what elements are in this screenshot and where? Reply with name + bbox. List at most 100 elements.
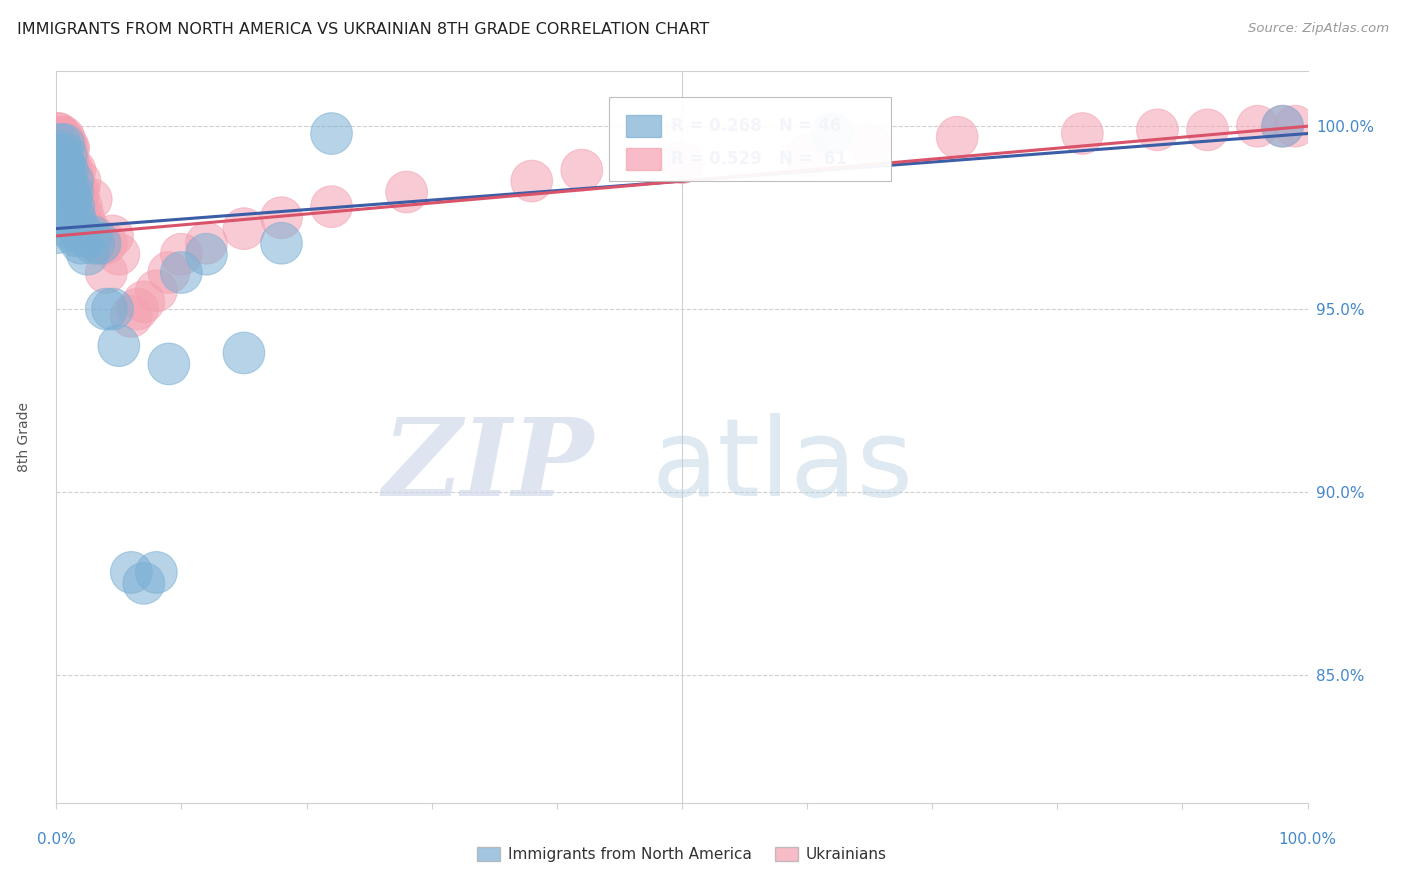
Point xyxy=(233,346,256,360)
Point xyxy=(1246,119,1268,133)
Y-axis label: 8th Grade: 8th Grade xyxy=(17,402,31,472)
FancyBboxPatch shape xyxy=(609,97,891,181)
Point xyxy=(83,236,105,251)
Point xyxy=(67,185,90,199)
Point xyxy=(89,236,111,251)
Point xyxy=(520,174,543,188)
Point xyxy=(145,566,167,580)
Point xyxy=(53,148,76,162)
Point xyxy=(59,163,82,178)
Point xyxy=(62,200,84,214)
Point xyxy=(270,236,292,251)
Point xyxy=(65,228,87,243)
Point xyxy=(101,228,124,243)
Text: Source: ZipAtlas.com: Source: ZipAtlas.com xyxy=(1249,22,1389,36)
Point xyxy=(73,211,96,225)
Point xyxy=(108,339,131,353)
Point xyxy=(58,141,80,155)
Point xyxy=(62,163,84,178)
Point xyxy=(49,130,72,145)
Point xyxy=(270,211,292,225)
Point xyxy=(60,174,83,188)
Point xyxy=(55,141,77,155)
Point xyxy=(52,137,75,152)
Point xyxy=(66,200,89,214)
Point xyxy=(52,141,75,155)
Point xyxy=(63,211,86,225)
Point xyxy=(132,294,155,309)
Point xyxy=(108,247,131,261)
Text: ZIP: ZIP xyxy=(382,413,595,519)
Point xyxy=(53,193,76,207)
Point xyxy=(48,155,70,169)
Point xyxy=(58,185,80,199)
Point xyxy=(69,174,91,188)
Point xyxy=(101,301,124,317)
Point xyxy=(46,228,69,243)
Point xyxy=(796,148,818,162)
Point xyxy=(321,127,343,141)
Point xyxy=(59,211,82,225)
Point xyxy=(73,228,96,243)
Point xyxy=(51,141,73,155)
Point xyxy=(96,301,118,317)
Point xyxy=(170,265,193,279)
Point xyxy=(96,265,118,279)
Legend: Immigrants from North America, Ukrainians: Immigrants from North America, Ukrainian… xyxy=(471,841,893,868)
Point xyxy=(46,127,69,141)
Point xyxy=(120,310,142,324)
Point xyxy=(321,200,343,214)
Point xyxy=(59,221,82,235)
Point xyxy=(49,141,72,155)
Point xyxy=(83,228,105,243)
Point xyxy=(55,155,77,169)
Point xyxy=(395,185,418,199)
Point xyxy=(53,163,76,178)
Point xyxy=(89,236,111,251)
Point xyxy=(195,236,218,251)
Point xyxy=(49,148,72,162)
Point xyxy=(52,130,75,145)
Point xyxy=(51,134,73,148)
Point xyxy=(58,155,80,169)
Point xyxy=(120,566,142,580)
Point xyxy=(127,301,149,317)
Point xyxy=(62,185,84,199)
Point xyxy=(132,576,155,591)
Text: R = 0.268   N = 46: R = 0.268 N = 46 xyxy=(671,117,841,136)
Point xyxy=(1146,123,1168,137)
Text: 100.0%: 100.0% xyxy=(1278,832,1337,847)
Point xyxy=(51,163,73,178)
Point xyxy=(56,211,79,225)
Point xyxy=(195,247,218,261)
Point xyxy=(233,221,256,235)
Point xyxy=(53,134,76,148)
Point xyxy=(62,174,84,188)
Point xyxy=(70,200,93,214)
Point xyxy=(1271,119,1294,133)
Point xyxy=(56,155,79,169)
Point xyxy=(51,155,73,169)
Point xyxy=(55,174,77,188)
Point xyxy=(96,236,118,251)
Text: 0.0%: 0.0% xyxy=(37,832,76,847)
Point xyxy=(157,265,180,279)
Text: atlas: atlas xyxy=(651,413,912,519)
Point xyxy=(65,185,87,199)
Point xyxy=(1284,119,1306,133)
Point xyxy=(52,155,75,169)
Point xyxy=(67,221,90,235)
Point xyxy=(671,155,693,169)
Point xyxy=(1071,127,1094,141)
Point xyxy=(1271,119,1294,133)
Point xyxy=(157,357,180,371)
Point xyxy=(571,163,593,178)
Point xyxy=(63,163,86,178)
Point xyxy=(48,134,70,148)
Point xyxy=(62,174,84,188)
Point xyxy=(51,145,73,159)
Point xyxy=(56,163,79,178)
Point xyxy=(56,141,79,155)
Point xyxy=(1197,123,1219,137)
Point xyxy=(946,130,969,145)
